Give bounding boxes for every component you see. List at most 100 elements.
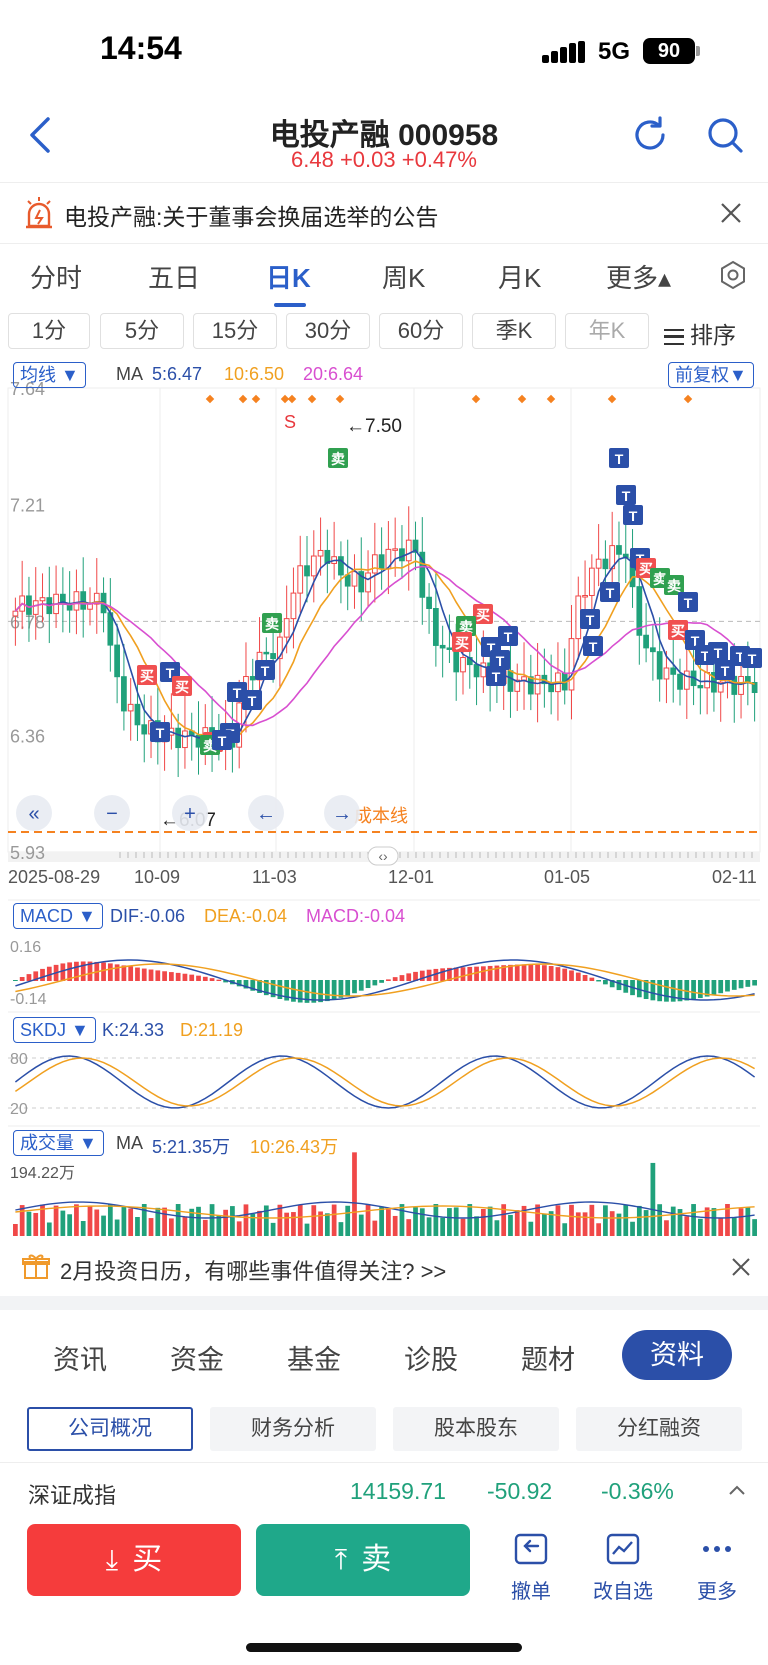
tab-five-day[interactable]: 五日 (148, 263, 201, 293)
candle-body (588, 567, 595, 597)
subtab-company-overview[interactable]: 公司概况 (27, 1407, 193, 1451)
volume-bar (26, 1211, 32, 1236)
volume-dropdown[interactable]: 成交量 ▼ (13, 1130, 104, 1156)
period-5min-button[interactable]: 5分 (100, 313, 184, 349)
volume-bar (670, 1206, 676, 1236)
notice-text[interactable]: 电投产融:关于董事会换届选举的公告 (64, 204, 439, 230)
tab-diagnosis[interactable]: 诊股 (404, 1345, 458, 1375)
buy-badge: 买 (455, 635, 469, 651)
trade-t-badge: T (606, 585, 615, 601)
macd-bar (216, 979, 222, 981)
candle-body (297, 565, 304, 594)
x-axis-label: 10-09 (134, 867, 180, 887)
tab-fund[interactable]: 基金 (287, 1345, 341, 1375)
period-quarter-k-button[interactable]: 季K (472, 313, 556, 349)
macd-bar (168, 972, 174, 981)
trade-t-badge: T (701, 648, 710, 664)
macd-bar (175, 972, 181, 981)
chevron-up-icon[interactable] (728, 1484, 746, 1496)
trade-t-badge: T (248, 693, 257, 709)
period-30min-button[interactable]: 30分 (286, 313, 370, 349)
macd-bar (474, 966, 479, 981)
macd-bar (277, 980, 283, 1000)
cancel-order-button[interactable]: 撤单 (496, 1532, 566, 1604)
period-year-k-button[interactable]: 年K (565, 313, 649, 349)
candle-body (378, 554, 385, 570)
candle-body (697, 685, 704, 689)
tab-profile[interactable]: 资料 (622, 1330, 732, 1380)
volume-bar (223, 1209, 229, 1236)
volume-bar (67, 1214, 73, 1236)
trade-t-badge: T (691, 633, 700, 649)
close-icon[interactable] (718, 200, 744, 226)
candle-body (277, 636, 283, 660)
tab-funds[interactable]: 资金 (170, 1345, 224, 1375)
trade-t-badge: T (487, 640, 496, 656)
macd-bar (582, 975, 588, 981)
close-icon[interactable] (730, 1256, 752, 1278)
tab-theme[interactable]: 题材 (521, 1345, 575, 1375)
macd-bar (33, 971, 39, 981)
subtab-financial-analysis[interactable]: 财务分析 (210, 1407, 376, 1451)
candle-body (371, 554, 378, 574)
volume-bar (392, 1215, 398, 1236)
buy-badge-bg (473, 604, 493, 624)
tab-news[interactable]: 资讯 (53, 1345, 107, 1375)
tab-monthly-k[interactable]: 月K (498, 263, 542, 293)
trade-t-badge-bg (242, 690, 262, 710)
macd-bar (311, 980, 317, 1003)
macd-bar (196, 975, 201, 981)
volume-bar (74, 1204, 79, 1236)
adjust-dropdown[interactable]: 前复权▼ (668, 362, 754, 388)
tab-daily-k[interactable]: 日K (266, 263, 311, 293)
volume-bar (250, 1213, 256, 1236)
macd-bar (209, 978, 215, 981)
tab-intraday[interactable]: 分时 (30, 263, 83, 293)
skdj-dropdown[interactable]: SKDJ ▼ (13, 1017, 96, 1043)
back-arrow-icon[interactable] (26, 115, 56, 155)
index-row[interactable] (0, 1462, 768, 1518)
search-icon[interactable] (705, 115, 745, 155)
macd-bar (447, 967, 452, 981)
sort-button[interactable]: 排序 (664, 316, 736, 350)
volume-bar (480, 1209, 486, 1236)
candle-body (283, 618, 290, 638)
volume-bar (60, 1210, 66, 1236)
candle-body (93, 592, 100, 605)
volume-bar (548, 1211, 554, 1236)
subtab-dividends[interactable]: 分红融资 (576, 1407, 742, 1451)
indicator-label: 均线 (20, 365, 56, 385)
volume-ma10-line (15, 1205, 755, 1219)
volume-bar (555, 1205, 561, 1236)
volume-bar (508, 1214, 513, 1236)
period-15min-button[interactable]: 15分 (193, 313, 277, 349)
macd-dropdown[interactable]: MACD ▼ (13, 903, 103, 929)
volume-bar (216, 1215, 222, 1236)
subtab-shareholders[interactable]: 股本股东 (393, 1407, 559, 1451)
sell-button[interactable]: ⤒ 卖 (256, 1524, 470, 1596)
gear-icon[interactable] (718, 260, 748, 290)
volume-bar (87, 1206, 93, 1236)
trade-t-badge: T (586, 612, 595, 628)
period-1min-button[interactable]: 1分 (8, 313, 90, 349)
tab-more[interactable]: 更多▴ (606, 263, 672, 293)
indicator-dropdown[interactable]: 均线 ▼ (13, 362, 86, 388)
buy-button[interactable]: ⤓ 买 (27, 1524, 241, 1596)
candle-body (182, 730, 188, 749)
kline-chart[interactable]: 7.647.216.786.365.93ST买T买TTTT卖卖TTTTTTT买卖… (0, 358, 768, 1238)
y-tick-label: 6.36 (10, 726, 45, 746)
refresh-icon[interactable] (630, 115, 670, 155)
candle-body (704, 672, 711, 689)
volume-bar (752, 1219, 757, 1236)
x-axis-label: 01-05 (544, 867, 590, 887)
more-button[interactable]: 更多 (682, 1532, 752, 1604)
tab-weekly-k[interactable]: 周K (382, 263, 426, 293)
macd-bar (80, 961, 86, 981)
edit-watchlist-button[interactable]: 改自选 (588, 1532, 658, 1604)
period-60min-button[interactable]: 60分 (379, 313, 463, 349)
trade-t-badge-bg (212, 730, 232, 750)
volume-bar (236, 1221, 242, 1236)
promo-text[interactable]: 2月投资日历，有哪些事件值得关注? >> (60, 1259, 447, 1284)
notice-bar[interactable] (0, 182, 768, 244)
promo-bar[interactable] (0, 1238, 768, 1296)
